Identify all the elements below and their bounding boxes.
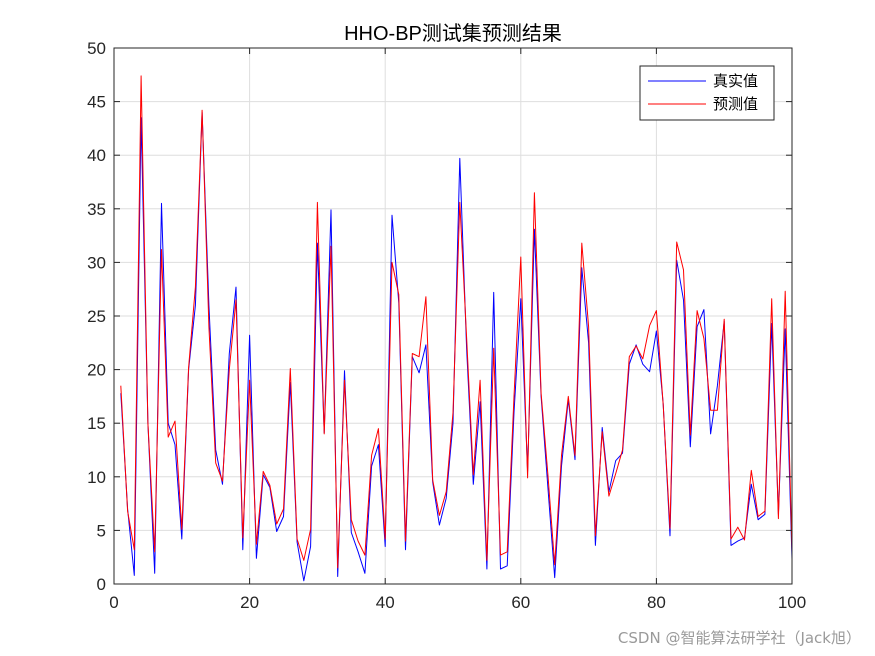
y-tick-label: 35 xyxy=(87,200,106,219)
legend: 真实值 预测值 xyxy=(639,65,775,121)
chart-title: HHO-BP测试集预测结果 xyxy=(344,22,562,45)
x-tick-label: 60 xyxy=(511,593,530,612)
y-tick-label: 15 xyxy=(87,414,106,433)
y-tick-label: 10 xyxy=(87,468,106,487)
series-line-predicted xyxy=(120,75,793,569)
series-line-actual xyxy=(120,111,793,582)
watermark: CSDN @智能算法研学社（Jack旭） xyxy=(617,629,861,647)
y-tick-label: 30 xyxy=(87,253,106,272)
series-group xyxy=(120,75,793,582)
x-tick-label: 20 xyxy=(240,593,259,612)
y-tick-label: 50 xyxy=(87,39,106,58)
ticks: 0 20 40 60 80 100 0 5 10 15 20 25 30 35 40 45 50 xyxy=(87,39,806,612)
y-tick-label: 25 xyxy=(87,307,106,326)
x-tick-label: 80 xyxy=(647,593,666,612)
x-tick-label: 0 xyxy=(109,593,118,612)
x-tick-label: 100 xyxy=(778,593,806,612)
y-tick-label: 20 xyxy=(87,361,106,380)
y-tick-label: 5 xyxy=(97,521,106,540)
y-tick-label: 45 xyxy=(87,93,106,112)
legend-box xyxy=(639,65,775,121)
x-tick-label: 40 xyxy=(376,593,395,612)
y-tick-label: 40 xyxy=(87,146,106,165)
legend-label-predicted: 预测值 xyxy=(713,95,758,113)
legend-label-actual: 真实值 xyxy=(713,72,758,90)
y-tick-label: 0 xyxy=(97,575,106,594)
